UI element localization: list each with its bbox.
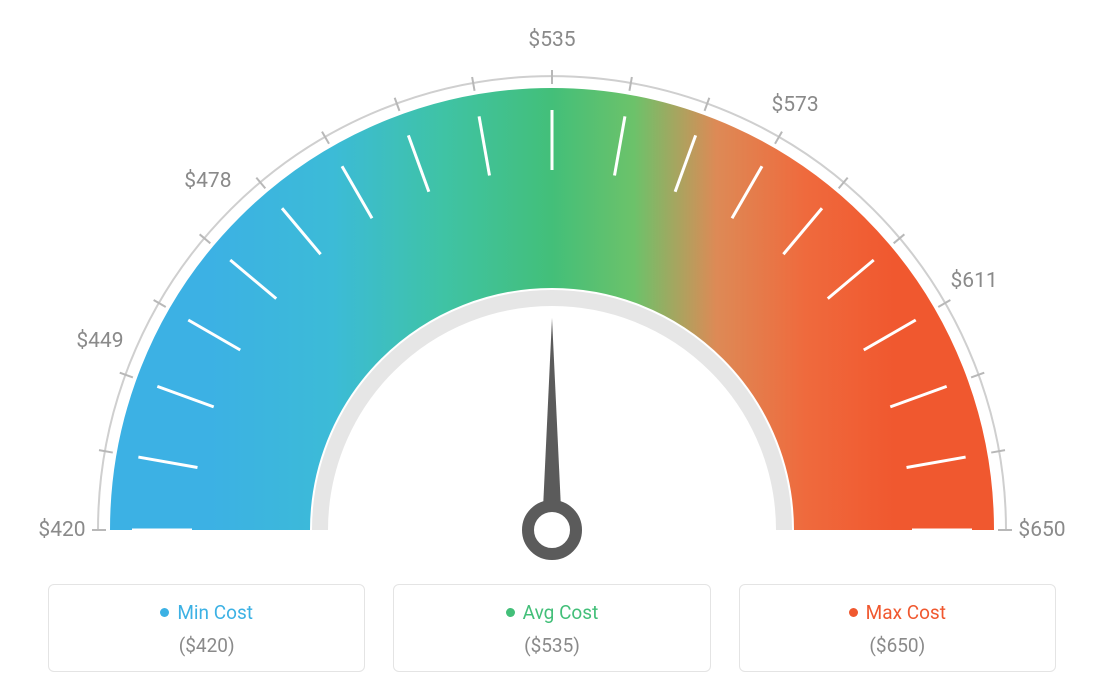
gauge-container: $420 $449 $478 $535 $573 $611 $650 xyxy=(0,0,1104,560)
gauge-tick-label: $573 xyxy=(771,93,818,117)
legend-max-value: ($650) xyxy=(750,634,1045,657)
legend-avg-dot-icon xyxy=(506,608,515,617)
legend-min-dot-icon xyxy=(160,608,169,617)
legend-card-avg: Avg Cost ($535) xyxy=(393,584,710,672)
gauge-tick-label: $478 xyxy=(184,169,231,193)
legend-max-dot-icon xyxy=(849,608,858,617)
legend-avg-value: ($535) xyxy=(404,634,699,657)
gauge-tick-label: $420 xyxy=(38,518,85,542)
legend-max-label: Max Cost xyxy=(866,601,946,624)
legend-min-title: Min Cost xyxy=(160,601,253,624)
legend-min-label: Min Cost xyxy=(177,601,253,624)
legend-avg-title: Avg Cost xyxy=(506,601,599,624)
legend-card-min: Min Cost ($420) xyxy=(48,584,365,672)
gauge-tick-label: $535 xyxy=(528,28,575,52)
legend-min-value: ($420) xyxy=(59,634,354,657)
legend-max-title: Max Cost xyxy=(849,601,946,624)
gauge-tick-label: $611 xyxy=(950,269,997,293)
legend-row: Min Cost ($420) Avg Cost ($535) Max Cost… xyxy=(0,584,1104,672)
legend-avg-label: Avg Cost xyxy=(523,601,599,624)
gauge-tick-label: $449 xyxy=(76,329,123,353)
gauge-tick-label: $650 xyxy=(1018,518,1065,542)
gauge-svg xyxy=(0,0,1104,560)
legend-card-max: Max Cost ($650) xyxy=(739,584,1056,672)
